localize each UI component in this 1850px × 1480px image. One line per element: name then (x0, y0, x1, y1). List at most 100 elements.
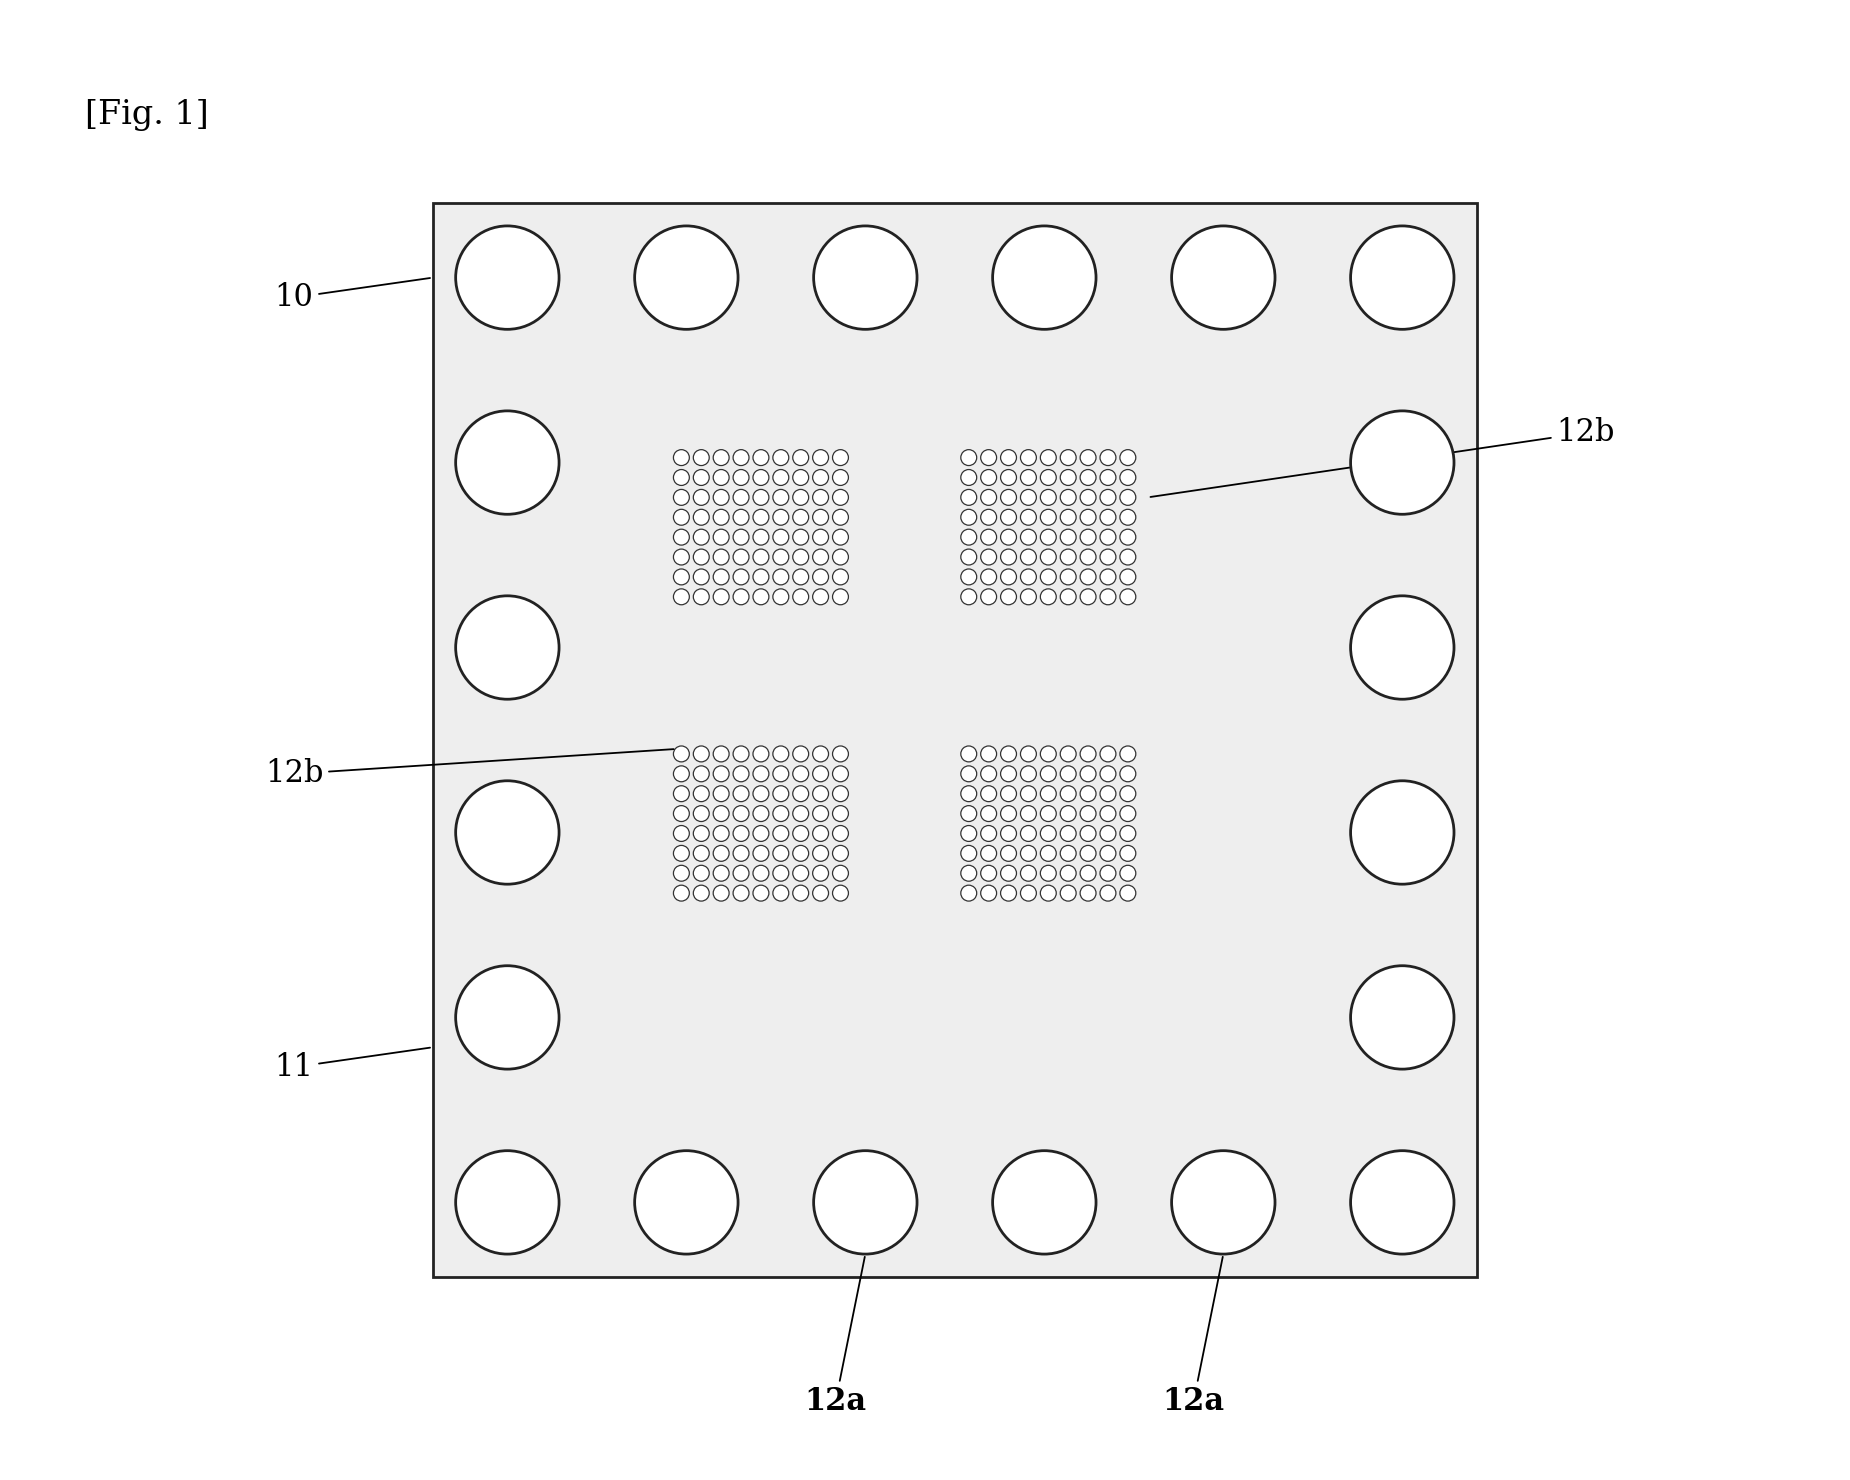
Circle shape (1021, 765, 1036, 781)
Circle shape (455, 596, 559, 699)
Circle shape (1060, 490, 1077, 505)
Circle shape (673, 568, 690, 585)
Circle shape (980, 450, 997, 466)
Circle shape (980, 490, 997, 505)
Circle shape (694, 589, 709, 605)
Circle shape (773, 765, 788, 781)
Circle shape (694, 805, 709, 821)
Circle shape (1040, 786, 1056, 802)
Circle shape (960, 866, 977, 881)
Circle shape (1060, 589, 1077, 605)
Circle shape (1080, 509, 1095, 525)
Circle shape (1080, 885, 1095, 901)
Circle shape (814, 1150, 918, 1254)
Circle shape (980, 746, 997, 762)
Circle shape (1080, 845, 1095, 861)
Circle shape (753, 509, 770, 525)
Circle shape (980, 568, 997, 585)
Circle shape (753, 469, 770, 485)
Circle shape (832, 885, 849, 901)
Circle shape (993, 1150, 1095, 1254)
Circle shape (832, 549, 849, 565)
Circle shape (1119, 568, 1136, 585)
Circle shape (673, 469, 690, 485)
Circle shape (753, 490, 770, 505)
Circle shape (455, 226, 559, 330)
Circle shape (1001, 765, 1016, 781)
Circle shape (455, 411, 559, 514)
Circle shape (832, 589, 849, 605)
Circle shape (714, 568, 729, 585)
Circle shape (714, 450, 729, 466)
Circle shape (812, 568, 829, 585)
Circle shape (733, 490, 749, 505)
Circle shape (1119, 786, 1136, 802)
Circle shape (812, 845, 829, 861)
Circle shape (1080, 746, 1095, 762)
Circle shape (1101, 469, 1116, 485)
Circle shape (1350, 411, 1454, 514)
Circle shape (1101, 490, 1116, 505)
Circle shape (1080, 826, 1095, 842)
Circle shape (714, 826, 729, 842)
Circle shape (773, 450, 788, 466)
Circle shape (960, 530, 977, 545)
Circle shape (1040, 450, 1056, 466)
Circle shape (753, 845, 770, 861)
Circle shape (812, 450, 829, 466)
Circle shape (832, 490, 849, 505)
Circle shape (794, 866, 808, 881)
Circle shape (980, 826, 997, 842)
Circle shape (1040, 866, 1056, 881)
Circle shape (1080, 589, 1095, 605)
Circle shape (1001, 450, 1016, 466)
Circle shape (1119, 765, 1136, 781)
Circle shape (694, 746, 709, 762)
Circle shape (753, 549, 770, 565)
Circle shape (960, 549, 977, 565)
Circle shape (1080, 866, 1095, 881)
Circle shape (1080, 490, 1095, 505)
Circle shape (673, 805, 690, 821)
Circle shape (812, 826, 829, 842)
Circle shape (673, 826, 690, 842)
Circle shape (1060, 746, 1077, 762)
Circle shape (714, 549, 729, 565)
Circle shape (673, 530, 690, 545)
Circle shape (694, 885, 709, 901)
Text: [Fig. 1]: [Fig. 1] (85, 99, 209, 130)
Circle shape (1101, 786, 1116, 802)
Circle shape (832, 568, 849, 585)
Circle shape (673, 450, 690, 466)
Circle shape (773, 786, 788, 802)
Circle shape (733, 568, 749, 585)
Circle shape (773, 885, 788, 901)
Circle shape (733, 530, 749, 545)
Circle shape (1040, 805, 1056, 821)
Circle shape (832, 746, 849, 762)
Circle shape (980, 469, 997, 485)
Circle shape (753, 530, 770, 545)
Circle shape (714, 786, 729, 802)
Circle shape (832, 845, 849, 861)
Circle shape (714, 746, 729, 762)
Circle shape (980, 509, 997, 525)
Circle shape (980, 530, 997, 545)
Circle shape (1350, 226, 1454, 330)
Circle shape (1080, 765, 1095, 781)
Circle shape (773, 549, 788, 565)
Circle shape (1350, 781, 1454, 884)
Circle shape (1001, 845, 1016, 861)
Circle shape (733, 589, 749, 605)
Circle shape (980, 845, 997, 861)
Circle shape (733, 469, 749, 485)
Circle shape (1060, 845, 1077, 861)
Circle shape (1060, 885, 1077, 901)
Circle shape (733, 509, 749, 525)
Circle shape (733, 885, 749, 901)
Circle shape (694, 826, 709, 842)
Circle shape (812, 765, 829, 781)
Circle shape (1060, 826, 1077, 842)
Circle shape (960, 885, 977, 901)
Circle shape (733, 805, 749, 821)
